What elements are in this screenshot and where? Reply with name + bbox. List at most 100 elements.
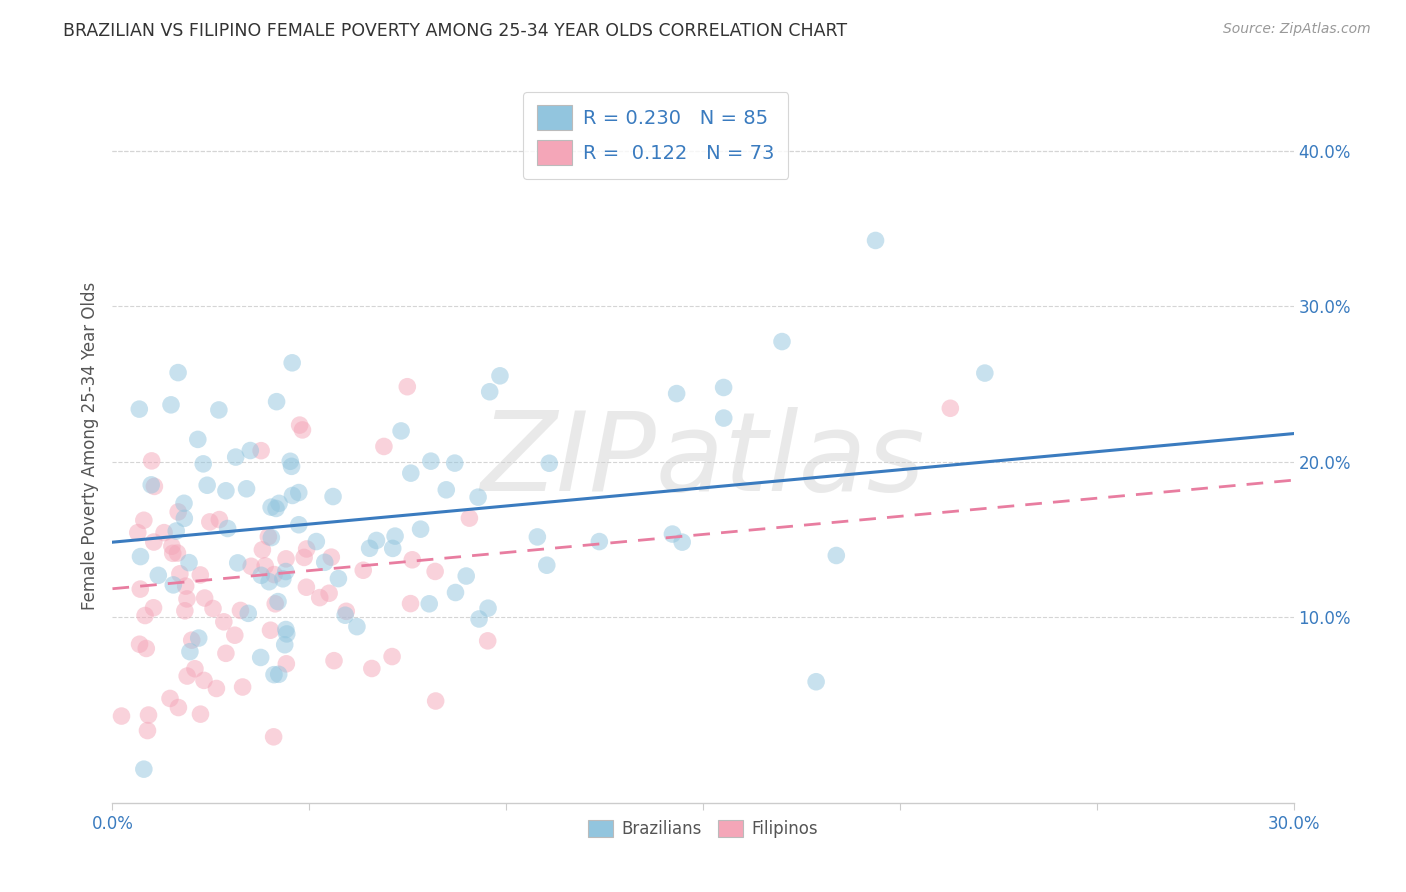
Brazilians [165, 524, 187, 538]
Brazilians [264, 501, 287, 516]
Brazilians [314, 555, 336, 569]
Brazilians [141, 478, 163, 492]
Filipinos [259, 624, 281, 638]
Brazilians [195, 478, 218, 492]
Text: Source: ZipAtlas.com: Source: ZipAtlas.com [1223, 22, 1371, 37]
Brazilians [217, 521, 239, 535]
Filipinos [176, 591, 198, 606]
Y-axis label: Female Poverty Among 25-34 Year Olds: Female Poverty Among 25-34 Year Olds [80, 282, 98, 610]
Brazilians [260, 500, 283, 515]
Brazilians [128, 402, 150, 417]
Brazilians [148, 568, 170, 582]
Filipinos [134, 608, 156, 623]
Filipinos [360, 661, 382, 675]
Filipinos [173, 604, 195, 618]
Brazilians [160, 398, 183, 412]
Filipinos [425, 694, 447, 708]
Filipinos [229, 603, 252, 617]
Filipinos [252, 542, 274, 557]
Brazilians [177, 556, 200, 570]
Brazilians [825, 549, 848, 563]
Filipinos [208, 512, 231, 526]
Filipinos [263, 567, 285, 582]
Filipinos [132, 513, 155, 527]
Brazilians [478, 384, 501, 399]
Filipinos [335, 604, 357, 618]
Filipinos [193, 673, 215, 688]
Brazilians [280, 459, 302, 474]
Filipinos [288, 418, 311, 433]
Brazilians [419, 454, 441, 468]
Brazilians [263, 667, 285, 681]
Brazilians [187, 433, 209, 447]
Brazilians [225, 450, 247, 464]
Brazilians [443, 456, 465, 470]
Filipinos [127, 525, 149, 540]
Brazilians [444, 585, 467, 599]
Filipinos [141, 454, 163, 468]
Brazilians [179, 645, 201, 659]
Brazilians [266, 394, 288, 409]
Brazilians [288, 517, 311, 532]
Brazilians [384, 529, 406, 543]
Filipinos [167, 700, 190, 714]
Filipinos [142, 600, 165, 615]
Filipinos [142, 535, 165, 549]
Filipinos [254, 558, 277, 573]
Brazilians [238, 607, 260, 621]
Brazilians [389, 424, 412, 438]
Brazilians [456, 569, 478, 583]
Filipinos [939, 401, 962, 416]
Brazilians [713, 411, 735, 425]
Brazilians [671, 535, 693, 549]
Brazilians [173, 496, 195, 510]
Brazilians [257, 574, 280, 589]
Text: ZIPatlas: ZIPatlas [481, 407, 925, 514]
Filipinos [166, 546, 188, 560]
Brazilians [274, 565, 297, 579]
Filipinos [373, 440, 395, 454]
Filipinos [401, 553, 423, 567]
Brazilians [193, 457, 215, 471]
Brazilians [865, 234, 887, 248]
Filipinos [240, 559, 263, 574]
Brazilians [409, 522, 432, 536]
Filipinos [176, 669, 198, 683]
Brazilians [328, 572, 350, 586]
Filipinos [135, 641, 157, 656]
Brazilians [267, 667, 290, 681]
Filipinos [264, 597, 287, 611]
Brazilians [489, 368, 512, 383]
Brazilians [226, 556, 249, 570]
Filipinos [174, 579, 197, 593]
Brazilians [267, 594, 290, 608]
Filipinos [321, 550, 343, 565]
Filipinos [458, 511, 481, 525]
Filipinos [162, 546, 184, 560]
Filipinos [188, 568, 211, 582]
Filipinos [396, 380, 419, 394]
Filipinos [318, 586, 340, 600]
Filipinos [198, 515, 221, 529]
Filipinos [232, 680, 254, 694]
Brazilians [322, 490, 344, 504]
Brazilians [418, 597, 440, 611]
Filipinos [295, 541, 318, 556]
Brazilians [187, 631, 209, 645]
Filipinos [276, 657, 298, 671]
Brazilians [276, 627, 298, 641]
Legend: Brazilians, Filipinos: Brazilians, Filipinos [581, 813, 825, 845]
Filipinos [138, 708, 160, 723]
Filipinos [323, 654, 346, 668]
Filipinos [291, 423, 314, 437]
Filipinos [381, 649, 404, 664]
Brazilians [526, 530, 548, 544]
Brazilians [281, 488, 304, 502]
Filipinos [263, 730, 285, 744]
Filipinos [274, 552, 297, 566]
Brazilians [239, 443, 262, 458]
Brazilians [271, 572, 294, 586]
Filipinos [194, 591, 217, 605]
Brazilians [129, 549, 152, 564]
Brazilians [267, 496, 290, 510]
